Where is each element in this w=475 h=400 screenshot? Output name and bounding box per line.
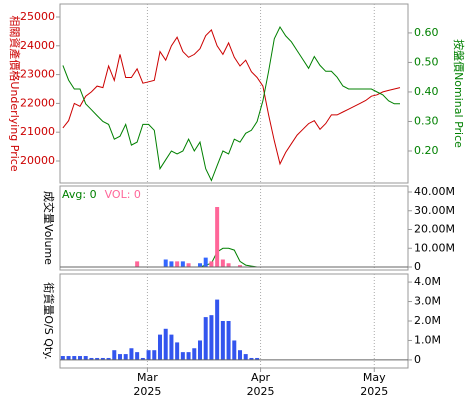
legend-entry: Avg: 0 [62,188,97,201]
x-tick-label: Mar 2025 [133,371,161,398]
bar [129,348,134,360]
bar [209,261,214,267]
bar [175,342,180,360]
y-tick-label: 20.00M [414,223,455,236]
bar [198,263,202,267]
bar [163,259,168,267]
y-tick-label: 30.00M [414,204,455,217]
y-tick-label: 10.00M [414,241,455,254]
bar [203,317,208,360]
bar [112,350,117,360]
x-tick-label: Apr 2025 [247,371,275,398]
bar [186,263,191,267]
y-tick-label: 4.0M [414,275,441,288]
bar [169,261,174,267]
bar [255,357,260,360]
series-line [62,28,401,166]
bar [192,348,197,360]
bar [123,354,128,360]
y-tick-label: 20000 [20,154,55,167]
y2-tick-label: 0.50 [414,55,439,68]
bar [232,340,237,360]
bar [215,207,220,267]
bar [175,261,180,267]
bar [180,352,185,360]
y-axis-title: 相關資產價格Underlying Price [8,15,22,171]
bar [198,340,202,360]
bar [226,321,231,360]
bar [146,350,151,360]
bar [220,321,225,360]
panel-frame [59,3,409,184]
bar [135,261,140,267]
y-tick-label: 25000 [20,10,55,23]
y-tick-label: 0 [414,353,421,366]
bar [72,356,77,360]
bar [135,352,140,360]
y-tick-label: 2.0M [414,314,441,327]
bar [220,259,225,267]
bar [203,257,208,267]
legend-entry: VOL: 0 [105,188,141,201]
y-tick-label: 40.00M [414,185,455,198]
bar [249,357,254,360]
bar [78,356,82,360]
y-tick-label: 0 [414,260,421,273]
y2-axis-title: 按盤價Nominal Price [452,39,466,148]
bar [152,350,157,360]
bar [209,315,214,360]
bar [243,354,248,360]
bar [238,350,242,360]
y-tick-label: 23000 [20,68,55,81]
x-tick-label: May 2025 [360,371,388,398]
y-tick-label: 24000 [20,39,55,52]
bar [100,357,105,360]
bar [186,352,191,360]
y-tick-label: 3.0M [414,295,441,308]
y2-tick-label: 0.40 [414,85,439,98]
bar [140,357,145,360]
bar [180,261,185,267]
bar [163,328,168,360]
series-line [62,25,400,182]
y-axis-title: 街貨量O/S Qty. [42,282,56,359]
panel-frame [59,185,409,271]
bar [215,299,220,360]
bar [118,354,122,360]
y-axis-title: 成交量Volume [42,191,56,265]
bar [226,263,231,267]
y-tick-label: 1.0M [414,333,441,346]
y2-tick-label: 0.20 [414,144,439,157]
bar [238,265,242,267]
bar [95,357,100,360]
bar [60,356,65,360]
bar [89,357,94,360]
bar [158,334,162,360]
bar [83,356,88,360]
y2-tick-label: 0.60 [414,26,439,39]
series-line [62,247,400,268]
bar [106,357,111,360]
y2-tick-label: 0.30 [414,114,439,127]
bar [169,334,174,360]
y-tick-label: 22000 [20,96,55,109]
bar [66,356,71,360]
y-tick-label: 21000 [20,125,55,138]
